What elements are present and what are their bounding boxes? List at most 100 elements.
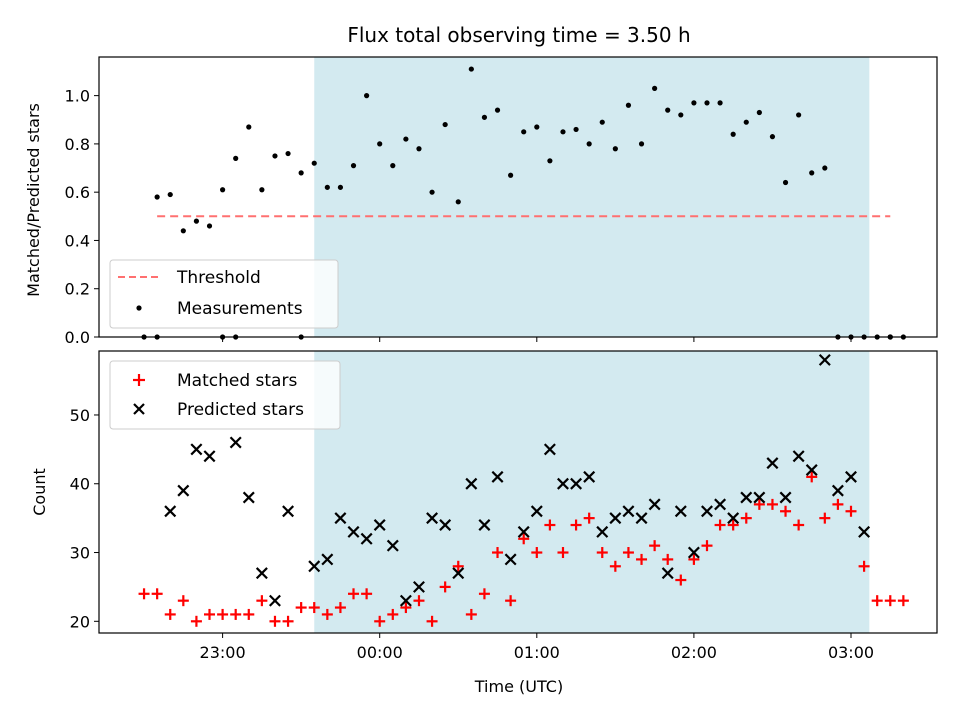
x-tick-label: 03:00 [828, 643, 874, 662]
predicted-star-point [282, 505, 295, 518]
matched-star-point [492, 547, 504, 559]
marker-stroke [583, 470, 596, 483]
marker-stroke [321, 553, 334, 566]
matched-star-point [806, 471, 818, 483]
predicted-star-point [177, 484, 190, 497]
measurement-point [652, 85, 658, 91]
marker-stroke [609, 512, 622, 525]
matched-star-point [819, 512, 831, 524]
measurement-point [167, 191, 173, 198]
predicted-star-point [661, 567, 674, 580]
matched-star-point [256, 595, 268, 607]
y-tick-label: 0.6 [65, 183, 90, 202]
measurement-point [403, 136, 409, 142]
ratio-panel: 0.0 0.2 0.4 0.6 0.8 1.0 Matched/Predicted sta… [24, 56, 938, 347]
predicted-star-point [740, 491, 753, 504]
measurement-point [481, 114, 488, 120]
marker-stroke [517, 525, 530, 538]
marker-stroke [203, 450, 216, 463]
marker-stroke [465, 477, 478, 490]
marker-stroke [858, 525, 871, 538]
x-tick-label: 00:00 [357, 643, 403, 662]
matched-star-point [308, 602, 320, 614]
measurement-point [796, 112, 802, 118]
marker-stroke [661, 567, 674, 580]
measurement-point [272, 153, 278, 159]
marker-stroke [347, 525, 360, 538]
matched-star-point [518, 533, 530, 545]
marker-stroke [687, 546, 700, 559]
matched-star-point [387, 608, 399, 620]
chart-title: Flux total observing time = 3.50 h [347, 23, 690, 47]
marker-stroke [452, 567, 465, 580]
marker-stroke [714, 498, 727, 511]
measurement-point [285, 150, 291, 157]
matched-star-point [348, 588, 360, 600]
measurement-point [822, 165, 828, 171]
predicted-star-point [635, 512, 648, 525]
marker-stroke [242, 491, 255, 504]
matched-star-point [439, 581, 451, 593]
predicted-star-point [268, 594, 281, 607]
measurement-point [442, 121, 448, 128]
matched-star-point [138, 588, 150, 600]
marker-stroke [229, 436, 242, 449]
measurement-point [521, 129, 527, 135]
matched-star-point [243, 608, 255, 620]
marker-stroke [334, 512, 347, 525]
predicted-star-point [517, 525, 530, 538]
predicted-star-point [530, 505, 543, 518]
ratio-panel-frame [98, 56, 938, 338]
predicted-star-point [687, 546, 700, 559]
matched-star-point [701, 540, 713, 552]
marker-stroke [412, 580, 425, 593]
matched-star-point [217, 608, 229, 620]
matched-star-point [662, 553, 674, 565]
matched-star-point [845, 505, 857, 517]
predicted-star-point [701, 505, 713, 518]
measurement-point [468, 66, 474, 72]
y-tick-label: 0.4 [65, 231, 90, 250]
observing-span-bottom [314, 351, 870, 633]
matched-star-point [282, 615, 294, 627]
measurement-point [350, 163, 357, 169]
matched-star-point [295, 602, 307, 614]
legend-measurement-label: Measurements [177, 299, 303, 319]
marker-stroke [426, 512, 439, 525]
measurement-point [809, 170, 815, 176]
measurement-point [180, 228, 186, 234]
measurement-point [259, 187, 265, 193]
matched-star-point [177, 595, 189, 607]
measurement-point [298, 170, 304, 176]
predicted-star-point [347, 525, 360, 538]
predicted-star-point [543, 443, 556, 456]
predicted-star-points [164, 353, 871, 607]
predicted-star-point [583, 470, 596, 483]
count-legend-box [109, 360, 341, 430]
measurement-point [625, 102, 632, 108]
matched-star-point [727, 519, 739, 531]
legend-matched-swatch [133, 374, 145, 386]
measurement-point [154, 194, 160, 200]
x-tick-label: 01:00 [514, 643, 560, 662]
measurement-point [560, 129, 566, 135]
predicted-star-point [753, 491, 766, 504]
matched-star-point [636, 553, 648, 565]
count-y-axis-ticks: 20 30 40 50 [70, 406, 99, 631]
marker-stroke [530, 505, 543, 518]
marker-stroke [622, 505, 635, 518]
matched-star-point [714, 519, 726, 531]
marker-stroke [282, 505, 295, 518]
legend-predicted-label: Predicted stars [177, 400, 304, 420]
measurement-point [782, 179, 789, 186]
measurement-point [390, 163, 396, 169]
measurement-point [638, 141, 645, 147]
marker-stroke [727, 512, 740, 525]
matched-star-point [649, 540, 661, 552]
matched-star-point [622, 547, 634, 559]
ratio-y-axis-label: Matched/Predicted stars [24, 103, 43, 297]
marker-stroke [255, 567, 268, 580]
matched-star-point [204, 608, 216, 620]
matched-star-point [151, 588, 163, 600]
